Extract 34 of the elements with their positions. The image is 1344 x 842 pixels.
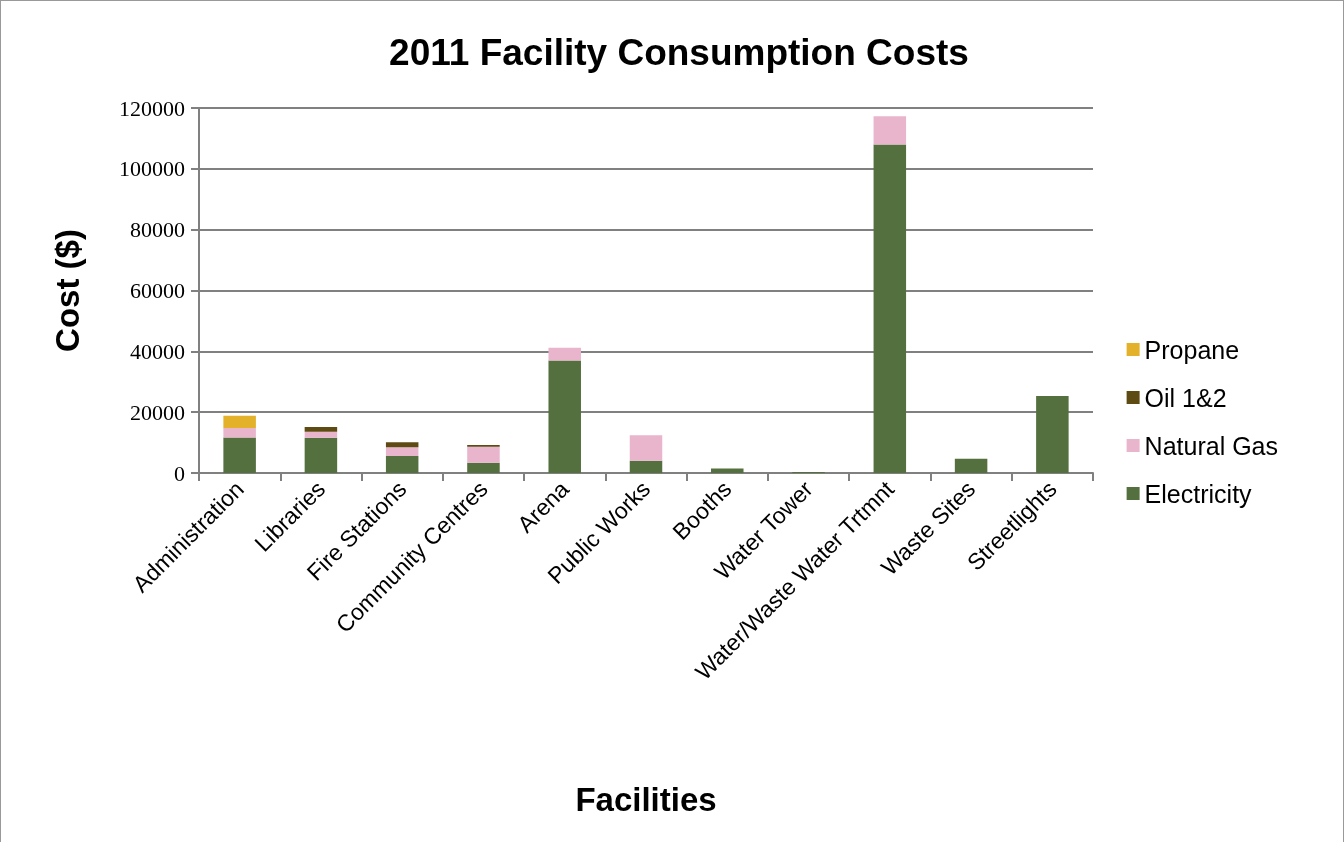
bar: [873, 116, 907, 145]
y-tick-label: 100000: [119, 156, 185, 182]
legend-label: Propane: [1144, 335, 1240, 364]
bar: [548, 360, 581, 473]
bar: [304, 431, 338, 438]
legend-label: Electricity: [1144, 479, 1253, 508]
bar: [467, 446, 500, 463]
bar: [223, 415, 256, 428]
x-axis-title: Facilities: [575, 781, 717, 818]
bar: [629, 435, 663, 461]
bar: [223, 437, 256, 473]
y-tick-label: 0: [174, 460, 185, 486]
bar: [304, 437, 338, 473]
bar: [548, 347, 581, 361]
bar: [467, 462, 500, 473]
bar: [385, 442, 419, 448]
y-tick-label: 60000: [130, 278, 185, 303]
bar: [385, 447, 419, 456]
y-axis-title: Cost ($): [49, 229, 86, 352]
bar: [954, 458, 988, 473]
chart-title: 2011 Facility Consumption Costs: [389, 32, 969, 73]
bar: [629, 460, 663, 473]
bar: [223, 427, 256, 438]
legend-label: Oil 1&2: [1144, 383, 1227, 412]
y-tick-label: 120000: [119, 95, 185, 121]
y-tick-label: 40000: [130, 338, 185, 364]
legend-label: Natural Gas: [1144, 431, 1278, 460]
bar: [711, 468, 744, 473]
y-tick-label: 80000: [130, 217, 185, 243]
bar: [873, 144, 907, 473]
bar: [385, 455, 419, 473]
y-tick-label: 20000: [130, 399, 185, 425]
bar: [304, 427, 338, 432]
bar: [1036, 396, 1069, 473]
